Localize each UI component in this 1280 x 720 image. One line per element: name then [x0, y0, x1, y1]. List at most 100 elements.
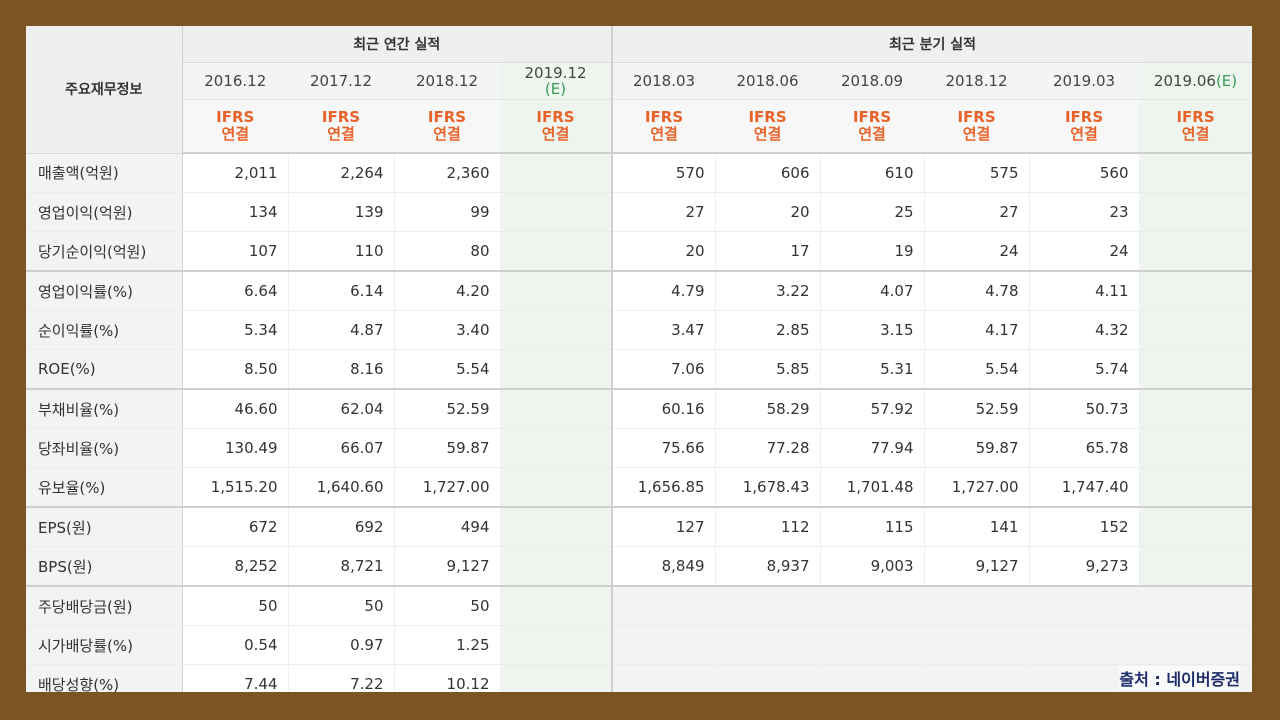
table-cell: 9,003 [820, 546, 925, 587]
source-caption: 출처 : 네이버증권 [1119, 666, 1240, 690]
table-cell: 4.07 [820, 271, 925, 311]
table-cell [500, 349, 614, 390]
basis-scope: 연결 [541, 125, 570, 143]
table-cell: 17 [715, 231, 821, 272]
row-label: 부채비율(%) [26, 389, 183, 429]
table-cell [715, 586, 821, 626]
table-cell [1139, 271, 1252, 311]
table-cell [1139, 625, 1252, 665]
table-cell: 8,252 [182, 546, 289, 587]
row-label-header: 주요재무정보 [26, 26, 183, 154]
table-cell: 4.32 [1029, 310, 1140, 350]
basis-standard: IFRS [1176, 108, 1215, 126]
table-cell [1029, 586, 1140, 626]
period-header: 2018.12 [394, 62, 500, 100]
table-cell: 1,701.48 [820, 467, 925, 508]
row-label: 당기순이익(억원) [26, 231, 183, 272]
table-cell [500, 664, 614, 692]
table-cell [500, 625, 614, 665]
basis-standard: IFRS [748, 108, 787, 126]
basis-scope: 연결 [327, 125, 355, 143]
table-cell: 112 [715, 507, 821, 547]
row-label: 주당배당금(원) [26, 586, 183, 626]
table-cell: 8,937 [715, 546, 821, 587]
table-cell: 50 [394, 586, 501, 626]
row-label: 당좌비율(%) [26, 428, 183, 468]
basis-scope: 연결 [221, 125, 250, 143]
table-cell [500, 546, 614, 587]
period-label: 2018.06 [736, 72, 799, 90]
row-label: EPS(원) [26, 507, 183, 547]
table-cell: 139 [288, 192, 395, 232]
basis-standard: IFRS [321, 108, 361, 126]
table-cell: 9,127 [924, 546, 1030, 587]
table-cell: 2,264 [288, 153, 395, 193]
table-cell: 570 [612, 153, 716, 193]
table-cell: 50.73 [1029, 389, 1140, 429]
table-cell [715, 664, 821, 692]
table-cell: 110 [288, 231, 395, 272]
table-cell [612, 625, 716, 665]
period-header: 2019.06(E) [1139, 62, 1252, 100]
table-cell: 4.20 [394, 271, 501, 311]
table-cell [1139, 467, 1252, 508]
basis-standard: IFRS [427, 108, 467, 126]
table-cell [924, 664, 1030, 692]
table-row: 영업이익률(%) 6.64 6.14 4.20 4.79 3.22 4.07 4.78 4.11 [26, 271, 1252, 311]
table-cell [500, 507, 614, 547]
table-cell: 77.28 [715, 428, 821, 468]
basis-header: IFRS 연결 [182, 99, 288, 154]
table-cell [1139, 428, 1252, 468]
basis-header: IFRS 연결 [394, 99, 500, 154]
table-cell [1139, 192, 1252, 232]
table-cell: 20 [715, 192, 821, 232]
table-row: 부채비율(%) 46.60 62.04 52.59 60.16 58.29 57.92 52.… [26, 389, 1252, 429]
table-cell [500, 231, 614, 272]
table-cell: 1,727.00 [924, 467, 1030, 508]
period-header: 2018.12 [924, 62, 1030, 100]
financial-summary-table: 주요재무정보 최근 연간 실적 최근 분기 실적 2016.12 2017.12 2… [26, 26, 1252, 692]
table-cell: 4.87 [288, 310, 395, 350]
period-label: 2017.12 [309, 72, 373, 90]
table-cell: 27 [924, 192, 1030, 232]
period-label: 2018.03 [633, 72, 696, 90]
basis-scope: 연결 [650, 125, 678, 143]
annual-group-header: 최근 연간 실적 [182, 26, 614, 63]
table-cell: 8.16 [288, 349, 395, 390]
table-cell: 5.85 [715, 349, 821, 390]
table-cell: 4.78 [924, 271, 1030, 311]
basis-scope: 연결 [962, 125, 991, 143]
table-cell: 20 [612, 231, 716, 272]
row-label: 시가배당률(%) [26, 625, 183, 665]
period-header: 2018.06 [715, 62, 821, 100]
table-cell [500, 389, 614, 429]
table-cell: 7.22 [288, 664, 395, 692]
table-row: 당좌비율(%) 130.49 66.07 59.87 75.66 77.28 77.94 59… [26, 428, 1252, 468]
table-cell: 24 [924, 231, 1030, 272]
basis-header: IFRS 연결 [924, 99, 1030, 154]
table-cell [1139, 546, 1252, 587]
table-cell: 10.12 [394, 664, 501, 692]
table-cell: 52.59 [394, 389, 501, 429]
table-cell: 1.25 [394, 625, 501, 665]
table-cell [1139, 310, 1252, 350]
table-row: 순이익률(%) 5.34 4.87 3.40 3.47 2.85 3.15 4.17 4.32 [26, 310, 1252, 350]
basis-standard: IFRS [957, 108, 996, 126]
table-row: 배당성향(%) 7.44 7.22 10.12 [26, 664, 1252, 692]
table-cell: 46.60 [182, 389, 289, 429]
period-label: 2019.03 [1053, 72, 1116, 90]
quarter-group-header: 최근 분기 실적 [612, 26, 1252, 63]
table-cell: 50 [288, 586, 395, 626]
table-cell [500, 428, 614, 468]
table-cell [1139, 507, 1252, 547]
table-cell: 0.54 [182, 625, 289, 665]
table-cell: 4.79 [612, 271, 716, 311]
table-cell: 60.16 [612, 389, 716, 429]
basis-header: IFRS 연결 [1139, 99, 1252, 154]
table-cell: 1,678.43 [715, 467, 821, 508]
table-cell: 8,849 [612, 546, 716, 587]
table-cell: 2,011 [182, 153, 289, 193]
table-cell [820, 664, 925, 692]
table-cell: 7.44 [182, 664, 289, 692]
period-label: 2019.12 [524, 64, 587, 82]
